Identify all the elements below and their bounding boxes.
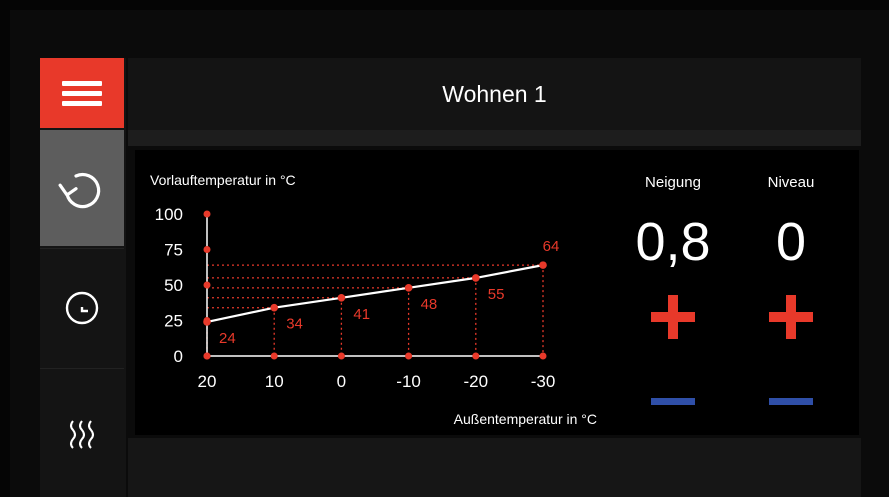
page-title: Wohnen 1 xyxy=(128,58,861,130)
x-tick-label: -10 xyxy=(396,372,421,391)
header-separator xyxy=(128,130,861,146)
data-point xyxy=(539,261,547,269)
x-tick-label: -20 xyxy=(464,372,489,391)
series-line xyxy=(206,264,544,323)
y-tick-dot xyxy=(203,246,211,253)
data-label: 41 xyxy=(353,306,370,323)
minus-icon xyxy=(651,398,695,405)
niveau-plus-button[interactable] xyxy=(769,295,813,339)
data-label: 48 xyxy=(421,296,438,313)
y-tick-label: 50 xyxy=(164,276,183,295)
sidebar-item-timer[interactable] xyxy=(40,250,124,366)
y-tick-dot xyxy=(203,210,211,218)
x-tick-label: 0 xyxy=(337,372,346,391)
hamburger-icon xyxy=(62,76,102,111)
y-tick-label: 75 xyxy=(164,241,183,260)
x-tick-dot xyxy=(337,352,345,360)
data-point xyxy=(270,303,278,312)
x-tick-label: 10 xyxy=(265,372,284,391)
x-tick-dot xyxy=(270,352,278,360)
chart-guides xyxy=(206,264,544,356)
neigung-minus-button[interactable] xyxy=(651,398,695,408)
neigung-label: Neigung xyxy=(645,174,701,191)
heating-curve-chart: Vorlauftemperatur in °C Außentemperatur … xyxy=(150,172,597,427)
data-label: 55 xyxy=(488,286,505,303)
sidebar-item-heating[interactable] xyxy=(40,370,124,497)
niveau-value: 0 xyxy=(775,212,807,272)
niveau-label: Niveau xyxy=(767,174,815,191)
clock-icon xyxy=(65,291,99,325)
heat-waves-icon xyxy=(70,419,94,449)
niveau-minus-button[interactable] xyxy=(769,398,813,408)
x-tick-dot xyxy=(472,352,480,360)
sidebar-divider xyxy=(40,368,124,369)
x-tick-label: 20 xyxy=(198,372,217,391)
neigung-value: 0,8 xyxy=(635,212,711,272)
data-point xyxy=(404,284,413,292)
chart-curve xyxy=(206,264,544,323)
x-tick-label: -30 xyxy=(531,372,556,391)
neigung-plus-button[interactable] xyxy=(651,295,695,339)
sidebar-item-curve[interactable] xyxy=(40,130,124,246)
y-tick-label: 0 xyxy=(174,347,183,366)
y-tick-dot xyxy=(203,281,211,289)
y-axis-title: Vorlauftemperatur in °C xyxy=(150,172,296,188)
data-label: 64 xyxy=(543,238,560,255)
data-label: 24 xyxy=(219,330,236,347)
bezel-top xyxy=(0,0,889,10)
y-tick-label: 100 xyxy=(155,205,183,224)
refresh-icon xyxy=(58,172,101,209)
panel-footer xyxy=(128,438,861,497)
x-tick-dot xyxy=(405,352,413,360)
x-tick-dot xyxy=(203,352,211,360)
menu-button[interactable] xyxy=(40,58,124,128)
heating-curve-panel: Vorlauftemperatur in °C Außentemperatur … xyxy=(135,150,859,435)
page-title-text: Wohnen 1 xyxy=(442,80,547,107)
sidebar-divider xyxy=(40,248,124,249)
chart-marks: 24 34 41 48 55 64 xyxy=(203,238,559,347)
x-tick-dot xyxy=(539,352,547,360)
data-point xyxy=(203,318,211,326)
data-point xyxy=(337,293,346,302)
minus-icon xyxy=(769,398,813,405)
bezel-left xyxy=(0,0,10,497)
y-tick-label: 25 xyxy=(164,312,183,331)
data-point xyxy=(472,274,480,282)
data-label: 34 xyxy=(286,316,303,333)
x-axis-title: Außentemperatur in °C xyxy=(454,411,597,427)
